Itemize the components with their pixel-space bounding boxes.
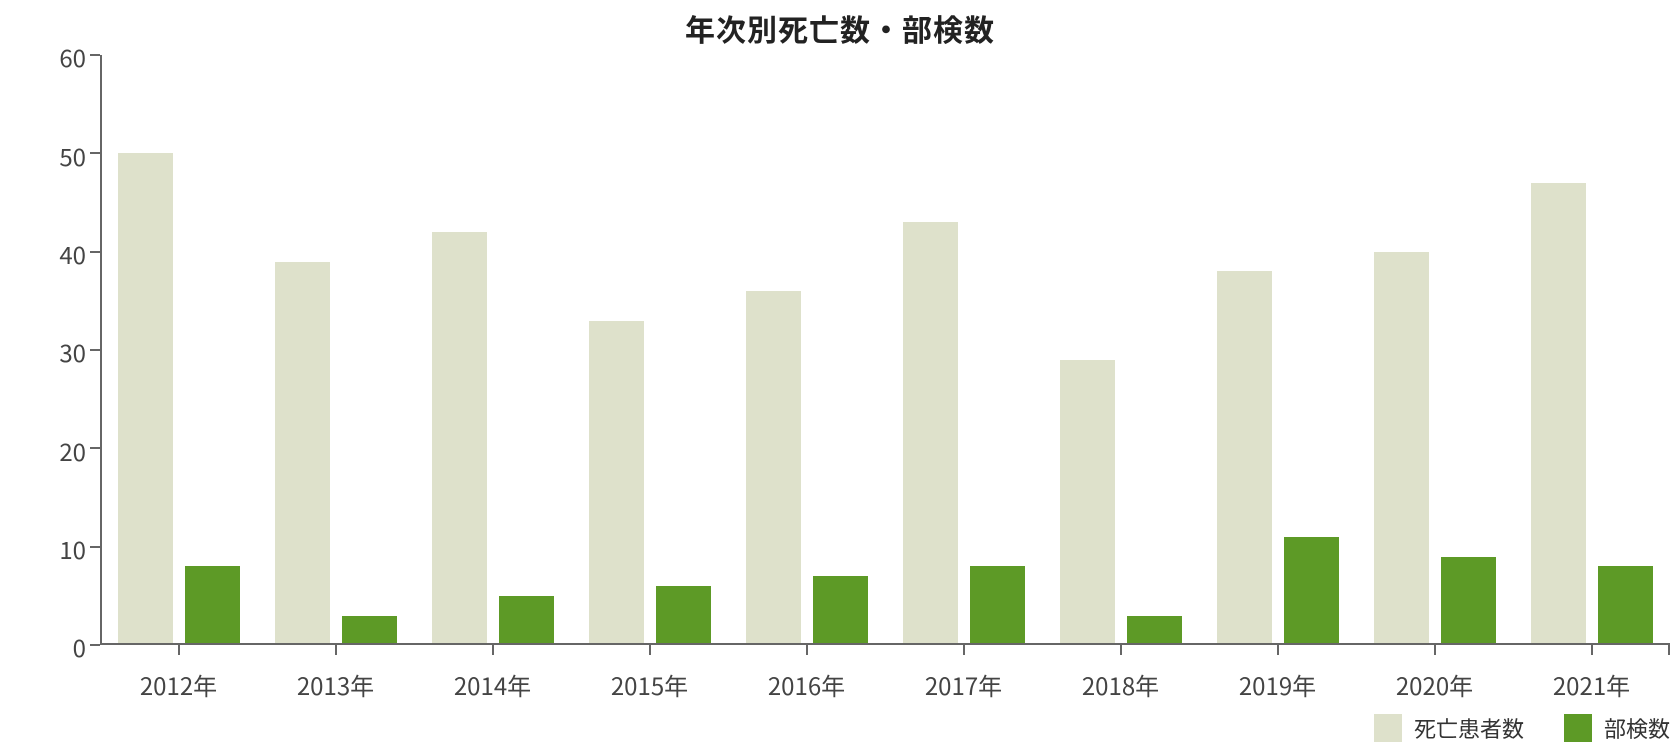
bar-series-a (903, 222, 958, 643)
legend-swatch (1564, 714, 1592, 742)
x-tick-label: 2013年 (297, 667, 374, 702)
bar-series-b (342, 616, 397, 644)
x-tick (1591, 645, 1593, 655)
y-tick-label: 0 (26, 629, 86, 664)
legend-swatch (1374, 714, 1402, 742)
legend-label: 死亡患者数 (1414, 712, 1524, 744)
bar-series-a (589, 321, 644, 644)
x-tick (1120, 645, 1122, 655)
bar-series-b (1127, 616, 1182, 644)
x-tick (1434, 645, 1436, 655)
y-tick (90, 447, 100, 449)
y-tick-label: 40 (26, 236, 86, 271)
bar-series-b (970, 566, 1025, 643)
x-tick (178, 645, 180, 655)
bar-series-b (1598, 566, 1653, 643)
bar-series-a (275, 262, 330, 644)
bar-series-b (1441, 557, 1496, 644)
bar-series-a (1531, 183, 1586, 643)
bar-series-b (656, 586, 711, 643)
bar-series-b (813, 576, 868, 643)
y-tick-label: 30 (26, 334, 86, 369)
bar-series-b (1284, 537, 1339, 643)
x-tick (649, 645, 651, 655)
x-tick-label: 2019年 (1239, 667, 1316, 702)
bar-series-a (118, 153, 173, 643)
chart-container: 年次別死亡数・部検数 01020304050602012年2013年2014年2… (0, 0, 1680, 750)
y-tick-label: 60 (26, 39, 86, 74)
x-tick-label: 2020年 (1396, 667, 1473, 702)
legend-item: 部検数 (1564, 712, 1670, 744)
x-tick-label: 2014年 (454, 667, 531, 702)
plot-area: 01020304050602012年2013年2014年2015年2016年20… (100, 55, 1670, 645)
x-tick (806, 645, 808, 655)
bar-series-a (1060, 360, 1115, 643)
y-tick (90, 251, 100, 253)
y-tick-label: 10 (26, 531, 86, 566)
bar-series-b (185, 566, 240, 643)
x-tick (492, 645, 494, 655)
bar-series-a (1374, 252, 1429, 643)
bar-series-b (499, 596, 554, 643)
x-tick (1277, 645, 1279, 655)
y-tick-label: 20 (26, 433, 86, 468)
y-tick-label: 50 (26, 138, 86, 173)
y-tick (90, 54, 100, 56)
x-axis-end-tick (1668, 645, 1670, 655)
bar-series-a (432, 232, 487, 643)
x-tick-label: 2021年 (1553, 667, 1630, 702)
x-tick (963, 645, 965, 655)
legend: 死亡患者数 部検数 (1374, 712, 1670, 744)
legend-item: 死亡患者数 (1374, 712, 1524, 744)
y-axis-line (100, 55, 102, 645)
x-tick-label: 2015年 (611, 667, 688, 702)
bar-series-a (1217, 271, 1272, 643)
y-tick (90, 644, 100, 646)
x-tick (335, 645, 337, 655)
x-tick-label: 2018年 (1082, 667, 1159, 702)
y-tick (90, 546, 100, 548)
x-tick-label: 2012年 (140, 667, 217, 702)
x-tick-label: 2017年 (925, 667, 1002, 702)
y-tick (90, 349, 100, 351)
legend-label: 部検数 (1604, 712, 1670, 744)
y-tick (90, 152, 100, 154)
bar-series-a (746, 291, 801, 643)
chart-title: 年次別死亡数・部検数 (0, 6, 1680, 50)
x-tick-label: 2016年 (768, 667, 845, 702)
